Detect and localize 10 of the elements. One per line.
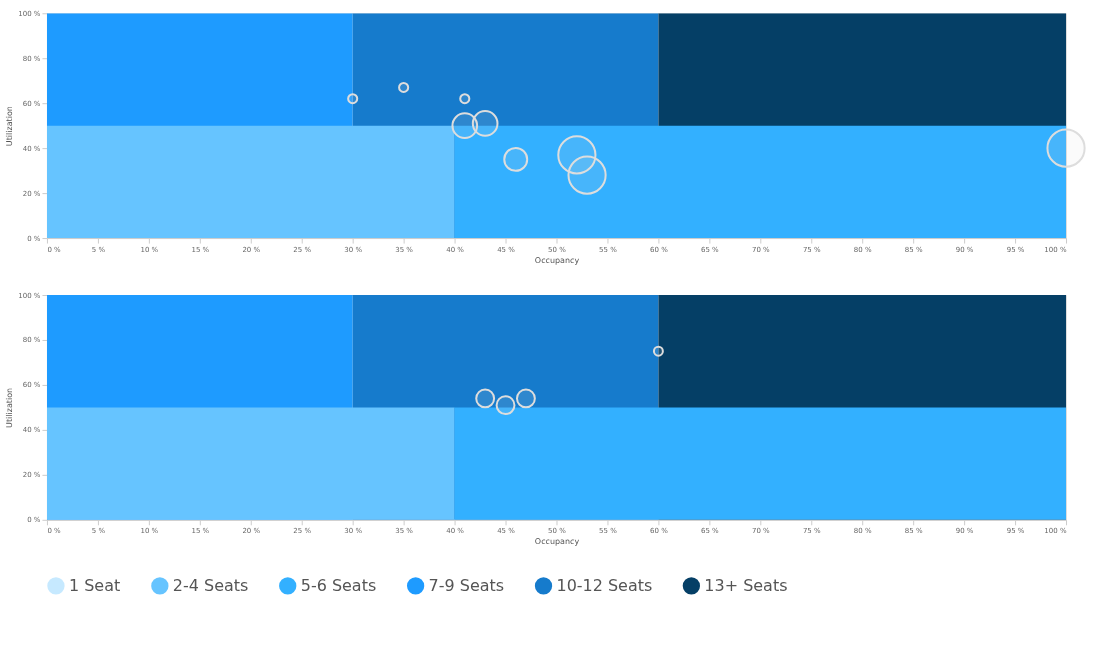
legend-label: 1 Seat bbox=[68, 575, 121, 595]
legend-label: 10-12 Seats bbox=[556, 575, 653, 595]
x-axis-title: Occupancy bbox=[534, 537, 580, 547]
y-axis-title: Utilization bbox=[5, 106, 15, 147]
legend-label: 5-6 Seats bbox=[300, 575, 377, 595]
legend-label: 2-4 Seats bbox=[172, 575, 249, 595]
legend-label: 13+ Seats bbox=[704, 575, 788, 595]
y-axis-title: Utilization bbox=[5, 387, 15, 428]
legend-label: 7-9 Seats bbox=[428, 575, 505, 595]
x-axis-title: Occupancy bbox=[534, 255, 580, 265]
